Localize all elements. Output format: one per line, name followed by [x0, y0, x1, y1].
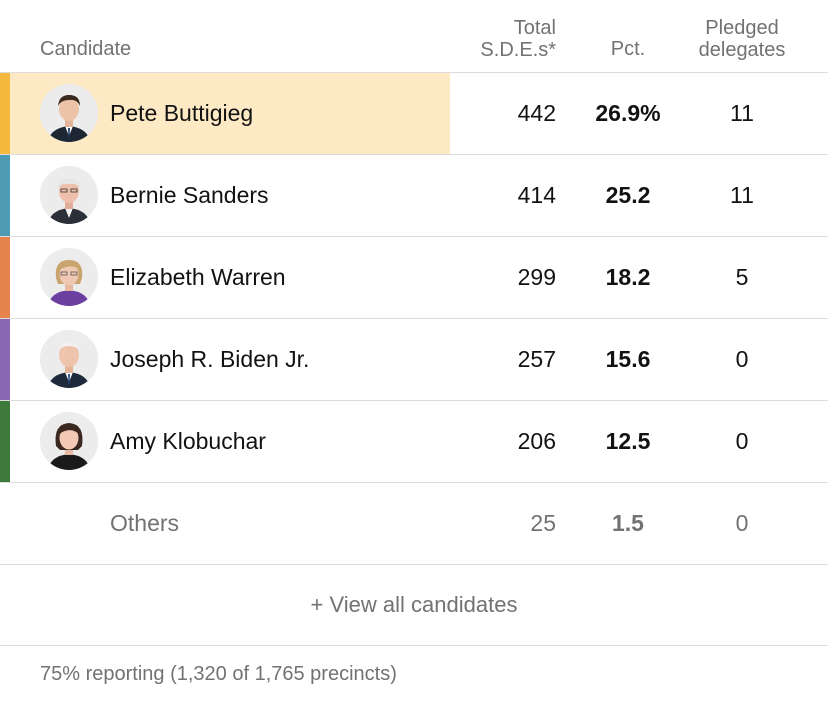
delegates-header-line2: delegates [698, 39, 786, 61]
candidate-sde: 257 [517, 346, 556, 372]
candidate-column-header: Candidate [40, 38, 132, 60]
others-sde: 25 [530, 510, 556, 536]
others-name: Others [110, 510, 180, 536]
candidate-delegates: 0 [735, 428, 749, 454]
candidate-photo-icon [40, 166, 98, 224]
candidate-row-sanders: Bernie Sanders 414 25.2 11 [0, 155, 828, 237]
pct-column-header: Pct. [610, 38, 646, 60]
candidate-row-buttigieg: Pete Buttigieg 442 26.9% 11 [0, 73, 828, 155]
delegates-column-header: Pledged delegates [682, 17, 802, 61]
candidate-color-bar [0, 319, 10, 400]
candidate-sde: 442 [517, 100, 556, 126]
sde-column-header: Total S.D.E.s* [480, 17, 556, 61]
candidate-color-bar [0, 73, 10, 154]
candidate-name: Joseph R. Biden Jr. [110, 346, 310, 372]
sde-header-line2: S.D.E.s* [480, 39, 556, 61]
candidate-sde: 414 [517, 182, 556, 208]
candidate-photo-icon [40, 248, 98, 306]
candidate-row-warren: Elizabeth Warren 299 18.2 5 [0, 237, 828, 319]
reporting-status: 75% reporting (1,320 of 1,765 precincts) [40, 663, 397, 685]
delegates-header-line1: Pledged [705, 17, 779, 39]
candidate-photo-icon [40, 330, 98, 388]
results-table-header: Candidate Total S.D.E.s* Pct. Pledged de… [0, 0, 828, 73]
candidate-pct: 25.2 [605, 182, 651, 208]
candidate-pct: 12.5 [605, 428, 651, 454]
candidate-name: Pete Buttigieg [110, 100, 254, 126]
candidate-delegates: 11 [730, 100, 754, 126]
candidate-photo-icon [40, 84, 98, 142]
candidate-delegates: 0 [735, 346, 749, 372]
view-all-row: + View all candidates [0, 564, 828, 646]
candidate-sde: 299 [517, 264, 556, 290]
candidate-sde: 206 [517, 428, 556, 454]
candidate-photo-icon [40, 412, 98, 470]
candidate-pct: 15.6 [605, 346, 651, 372]
sde-header-line1: Total [513, 17, 556, 39]
candidate-color-bar [0, 155, 10, 236]
view-all-candidates-button[interactable]: + View all candidates [310, 592, 518, 617]
others-row: Others 25 1.5 0 [0, 483, 828, 565]
candidate-pct: 26.9% [595, 100, 661, 126]
candidate-delegates: 5 [735, 264, 749, 290]
others-delegates: 0 [735, 510, 749, 536]
candidate-color-bar [0, 401, 10, 482]
candidate-color-bar [0, 237, 10, 318]
candidate-name: Elizabeth Warren [110, 264, 286, 290]
others-pct: 1.5 [612, 510, 644, 536]
candidate-row-biden: Joseph R. Biden Jr. 257 15.6 0 [0, 319, 828, 401]
candidate-name: Amy Klobuchar [110, 428, 266, 454]
candidate-name: Bernie Sanders [110, 182, 269, 208]
candidate-delegates: 11 [730, 182, 754, 208]
candidate-row-klobuchar: Amy Klobuchar 206 12.5 0 [0, 401, 828, 483]
candidate-pct: 18.2 [605, 264, 651, 290]
